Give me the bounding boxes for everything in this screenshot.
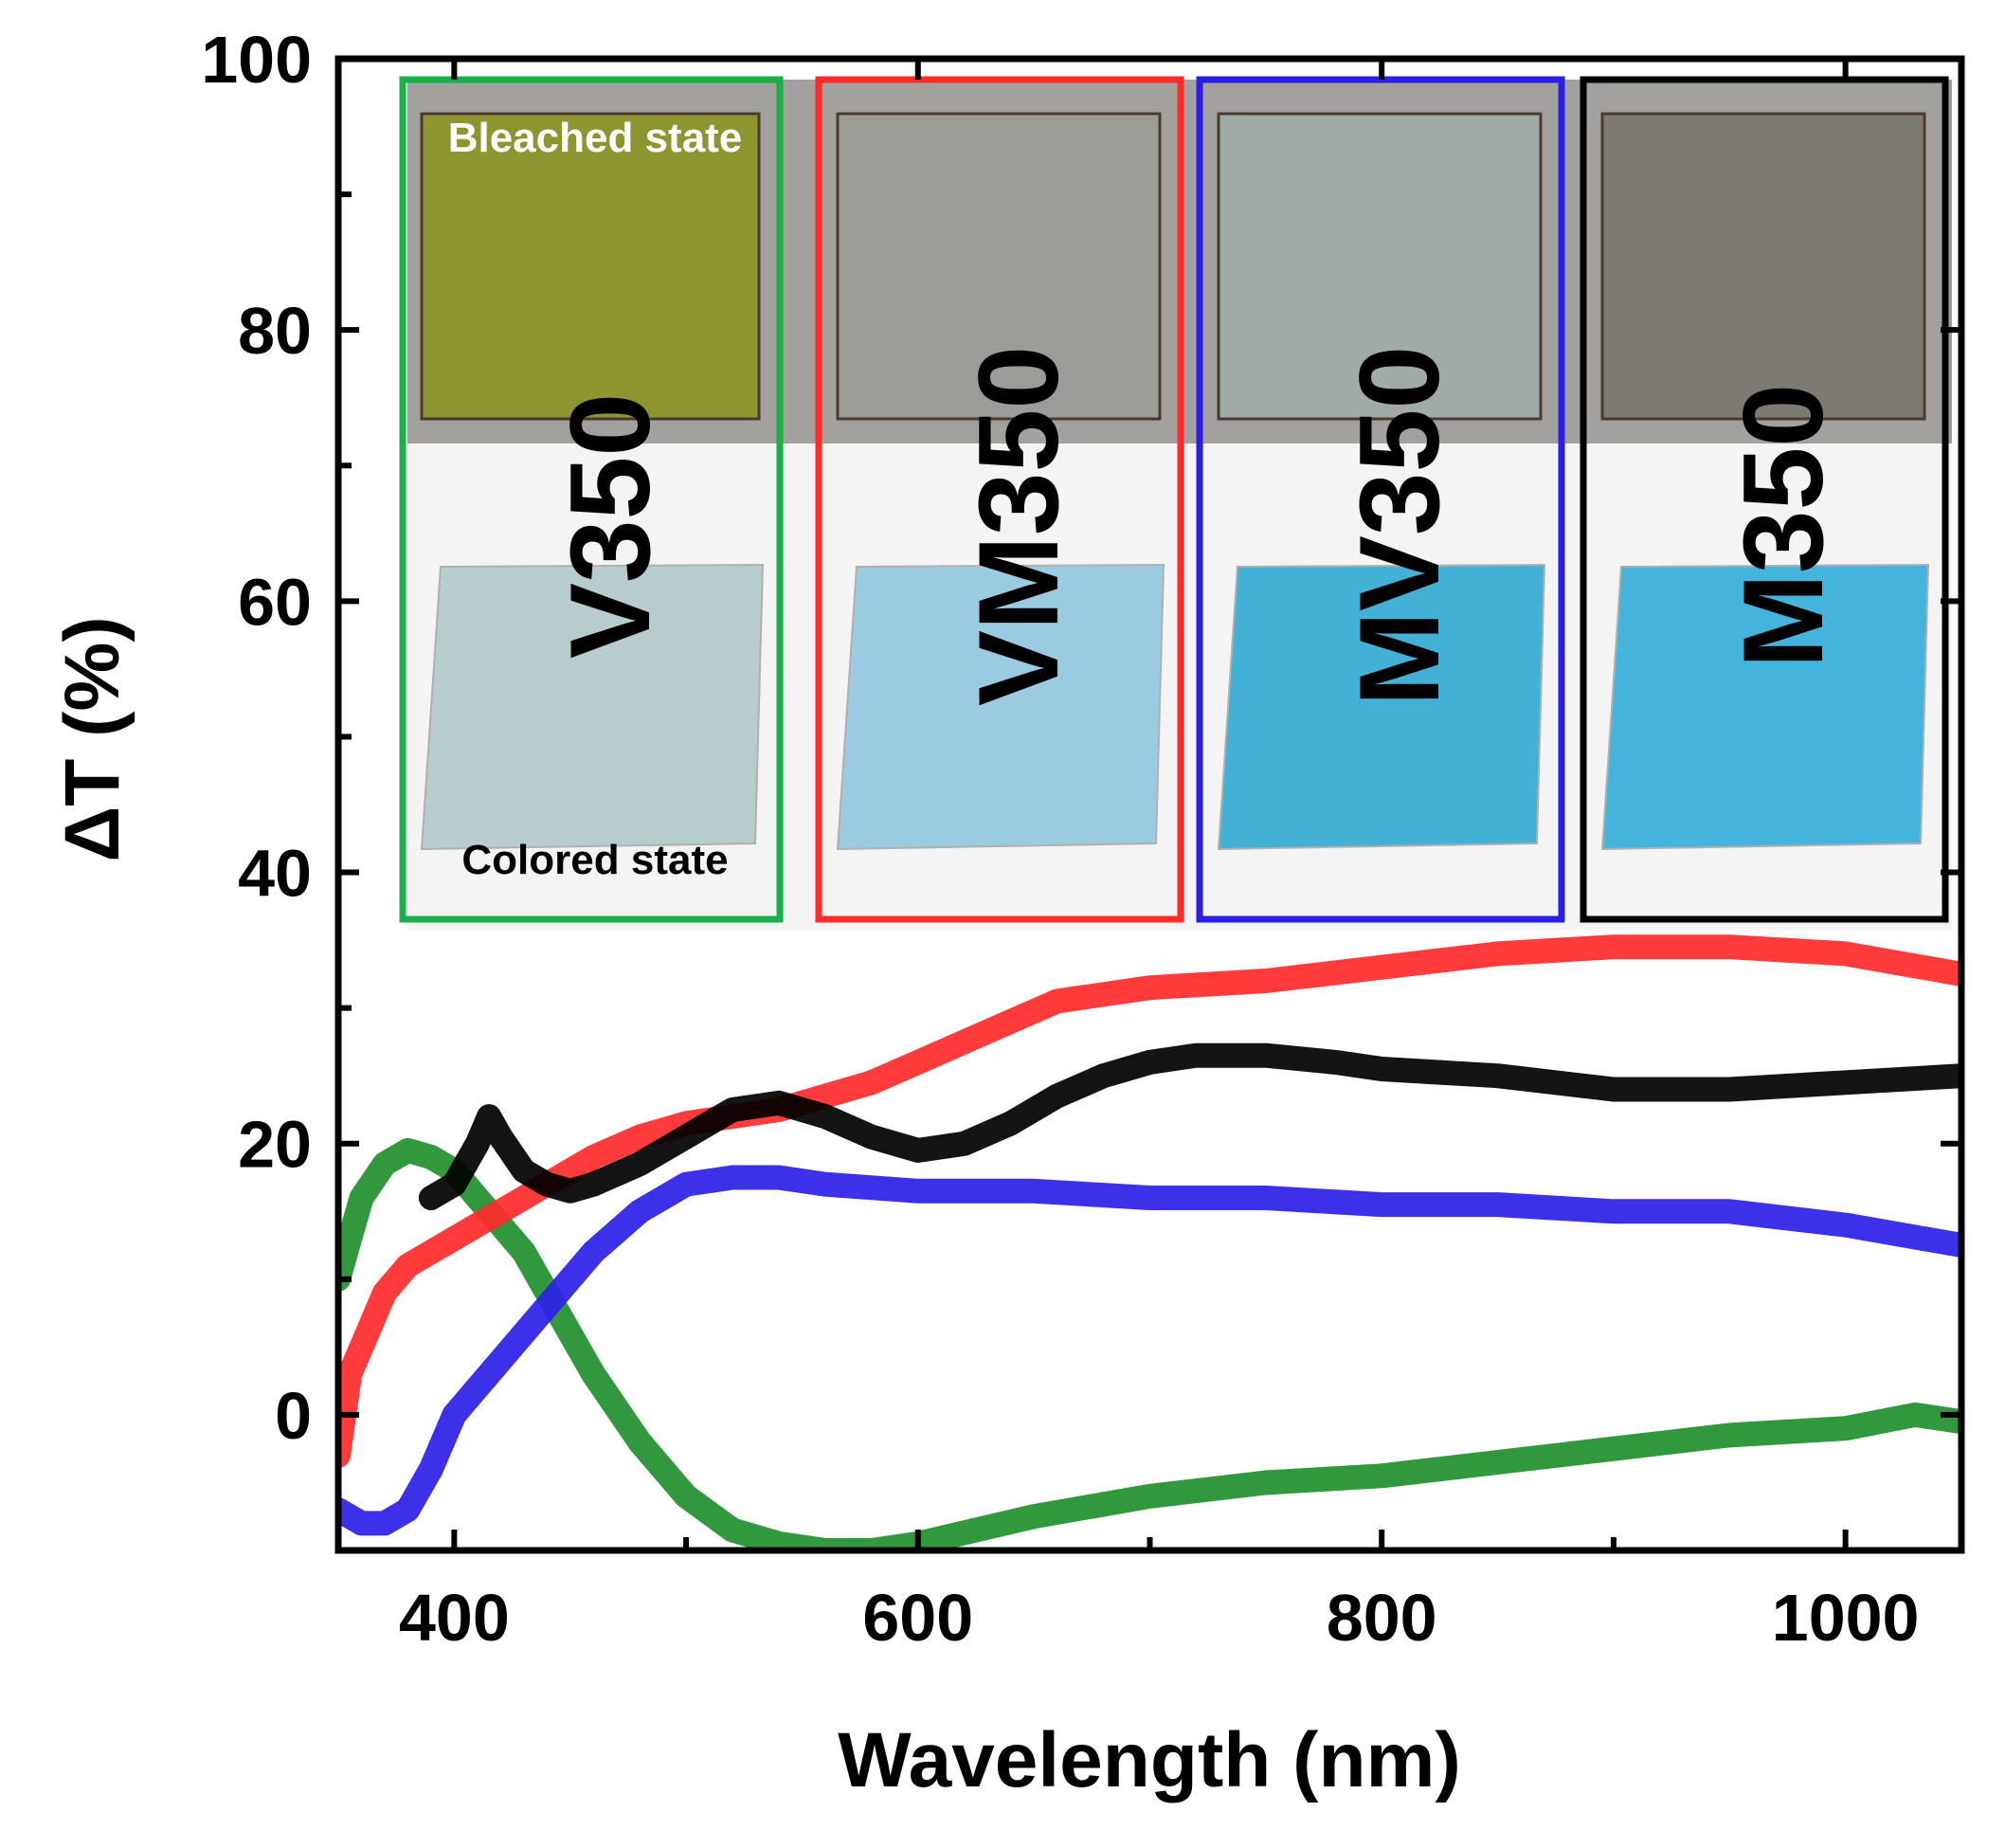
bleached-state-label: Bleached state — [448, 115, 743, 161]
colored-plate-mv350 — [1217, 563, 1546, 851]
x-tick-label-1000: 1000 — [1772, 1581, 1920, 1655]
series-line-m350 — [418, 1042, 1961, 1210]
y-tick-label-80: 80 — [238, 294, 312, 368]
inset-photos: V350 VM350 MV350 M350 Bleached state Colored … — [399, 76, 1952, 931]
bleached-plate-m350 — [1600, 112, 1926, 421]
x-tick-label-400: 400 — [399, 1581, 510, 1655]
y-tick-label-0: 0 — [275, 1379, 312, 1453]
sample-label-vm350: VM350 — [955, 346, 1082, 706]
colored-plate-v350 — [420, 563, 765, 851]
sample-label-mv350: MV350 — [1336, 346, 1463, 706]
series-line-vm350 — [338, 934, 1961, 1468]
y-tick-label-60: 60 — [238, 565, 312, 639]
ticks-layer: 400 600 800 1000 0 20 40 60 80 100 — [201, 23, 1961, 1655]
sample-frame-m350 — [1580, 76, 1949, 923]
inset-sample-v350: V350 — [399, 76, 784, 923]
x-tick-label-600: 600 — [862, 1581, 973, 1655]
inset-sample-m350: M350 — [1580, 76, 1949, 923]
series-layer — [338, 934, 1961, 1550]
sample-label-m350: M350 — [1720, 384, 1847, 668]
colored-plate-m350 — [1600, 563, 1930, 851]
colored-plate-vm350 — [836, 563, 1165, 851]
bleached-plate-v350 — [420, 112, 761, 421]
bleached-plate-mv350 — [1217, 112, 1543, 421]
series-line-mv350 — [338, 1165, 1961, 1536]
inset-sample-vm350: VM350 — [815, 76, 1184, 923]
sample-label-v350: V350 — [547, 393, 674, 659]
series-line-v350 — [338, 1137, 1961, 1550]
y-tick-label-100: 100 — [201, 23, 312, 97]
sample-frame-v350 — [399, 76, 784, 923]
bleached-plate-vm350 — [836, 112, 1162, 421]
y-tick-label-20: 20 — [238, 1108, 312, 1182]
x-tick-label-800: 800 — [1327, 1581, 1437, 1655]
sample-frame-vm350 — [815, 76, 1184, 923]
inset-sample-mv350: MV350 — [1196, 76, 1565, 923]
y-tick-label-40: 40 — [238, 837, 312, 911]
y-axis-title: ΔT (%) — [49, 616, 135, 861]
x-axis-title: Wavelength (nm) — [838, 1717, 1461, 1803]
colored-state-label: Colored state — [461, 837, 728, 883]
